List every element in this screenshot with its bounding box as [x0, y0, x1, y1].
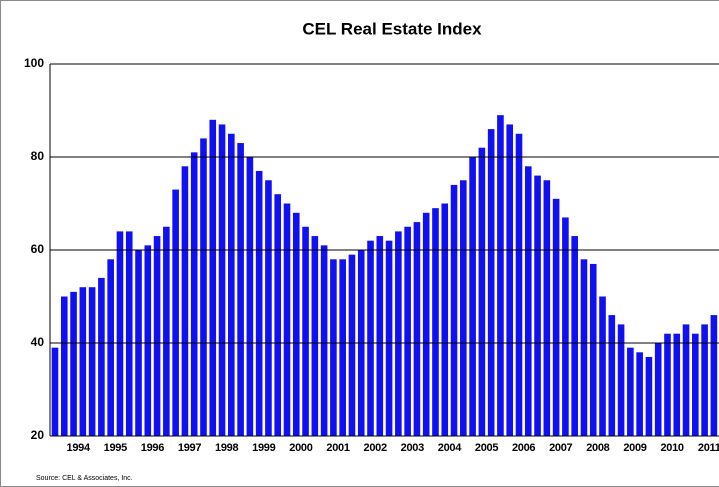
- bar: [125, 231, 133, 436]
- y-tick-label: 80: [31, 149, 45, 163]
- bar: [88, 287, 96, 436]
- bar: [376, 236, 384, 436]
- bar: [320, 245, 328, 436]
- bar: [218, 124, 226, 436]
- x-tick-label: 2000: [289, 442, 312, 454]
- x-tick-label: 1998: [215, 442, 238, 454]
- bar: [144, 245, 152, 436]
- bar: [460, 180, 467, 436]
- bar: [153, 236, 161, 436]
- bar: [469, 157, 476, 436]
- bar: [172, 189, 179, 436]
- y-tick-label: 100: [24, 56, 44, 70]
- x-tick-label: 2006: [512, 442, 535, 454]
- bar: [237, 143, 244, 437]
- bar: [673, 333, 681, 436]
- bar: [274, 194, 282, 436]
- x-tick-label: 2005: [475, 442, 498, 454]
- bar: [348, 254, 356, 436]
- bar: [543, 180, 551, 436]
- x-tick-label: 2003: [401, 442, 424, 454]
- bar: [552, 198, 560, 436]
- bar: [209, 119, 217, 437]
- bar: [562, 217, 569, 436]
- x-tick-label: 2007: [549, 442, 572, 454]
- bar: [60, 296, 68, 436]
- source-note: Source: CEL & Associates, Inc.: [36, 475, 133, 482]
- bar: [589, 263, 597, 436]
- bar: [580, 259, 588, 436]
- x-tick-label: 1996: [141, 442, 164, 454]
- bar: [404, 226, 411, 436]
- bar: [116, 231, 124, 436]
- bar: [265, 180, 272, 436]
- bar: [51, 347, 59, 436]
- x-tick-label: 1997: [178, 442, 201, 454]
- y-tick-label: 20: [31, 428, 45, 442]
- x-tick-label: 2010: [660, 442, 683, 454]
- bar: [534, 175, 541, 436]
- bar: [79, 287, 87, 436]
- x-tick-label: 2002: [364, 442, 387, 454]
- bar: [339, 259, 346, 436]
- bar: [664, 333, 671, 436]
- bar: [107, 259, 114, 436]
- y-tick-label: 60: [31, 242, 45, 256]
- bar: [367, 240, 374, 436]
- bar: [571, 236, 578, 436]
- bar: [487, 129, 495, 436]
- bar: [478, 147, 486, 436]
- bar: [422, 212, 430, 436]
- bar: [515, 133, 523, 436]
- bar: [506, 124, 514, 436]
- bar: [395, 231, 402, 436]
- chart-title: CEL Real Estate Index: [302, 19, 482, 38]
- bar: [246, 157, 254, 436]
- bar: [255, 170, 263, 436]
- x-tick-label: 1994: [67, 442, 91, 454]
- bar: [599, 296, 606, 436]
- bar: [330, 259, 337, 436]
- bar: [181, 166, 189, 437]
- x-tick-label: 2001: [326, 442, 349, 454]
- bar: [190, 152, 198, 436]
- bar: [497, 115, 504, 437]
- bar: [163, 226, 170, 436]
- bar: [617, 324, 625, 436]
- bar: [636, 352, 643, 436]
- bar: [283, 203, 291, 436]
- bar: [608, 315, 616, 436]
- bar: [682, 324, 690, 436]
- x-tick-label: 2009: [623, 442, 646, 454]
- bar: [70, 291, 77, 436]
- bar: [385, 240, 393, 436]
- bar: [692, 333, 699, 436]
- bar: [432, 208, 439, 436]
- x-tick-label: 1999: [252, 442, 275, 454]
- bar: [200, 138, 207, 436]
- x-tick-label: 2011: [698, 442, 719, 454]
- x-tick-label: 2008: [586, 442, 609, 454]
- bar: [627, 347, 634, 436]
- bar: [98, 277, 105, 436]
- y-tick-label: 40: [31, 335, 45, 349]
- bar: [645, 356, 653, 436]
- bar: [441, 203, 449, 436]
- bar: [450, 184, 458, 436]
- bar: [228, 133, 235, 436]
- x-tick-label: 1995: [104, 442, 127, 454]
- bar: [701, 324, 708, 436]
- bar: [654, 343, 662, 436]
- bar: [413, 222, 421, 436]
- bar: [302, 226, 309, 436]
- x-tick-label: 2004: [438, 442, 462, 454]
- bar: [311, 236, 319, 436]
- bar: [710, 315, 718, 436]
- bar: [292, 212, 300, 436]
- bar: [524, 166, 532, 437]
